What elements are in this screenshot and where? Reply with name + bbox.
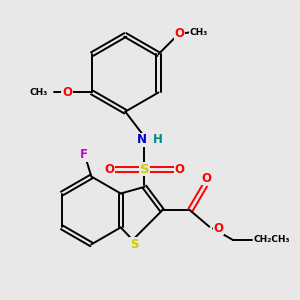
Text: S: S (140, 163, 149, 176)
Text: O: O (62, 86, 72, 99)
Text: F: F (80, 148, 88, 161)
Text: CH₃: CH₃ (30, 88, 48, 97)
Text: H: H (153, 133, 163, 146)
Text: O: O (175, 163, 185, 176)
Text: S: S (130, 238, 138, 251)
Text: N: N (136, 133, 146, 146)
Text: O: O (214, 222, 224, 235)
Text: O: O (201, 172, 212, 184)
Text: CH₂CH₃: CH₂CH₃ (254, 236, 290, 244)
Text: CH₃: CH₃ (189, 28, 207, 37)
Text: O: O (174, 27, 184, 40)
Text: O: O (104, 163, 114, 176)
